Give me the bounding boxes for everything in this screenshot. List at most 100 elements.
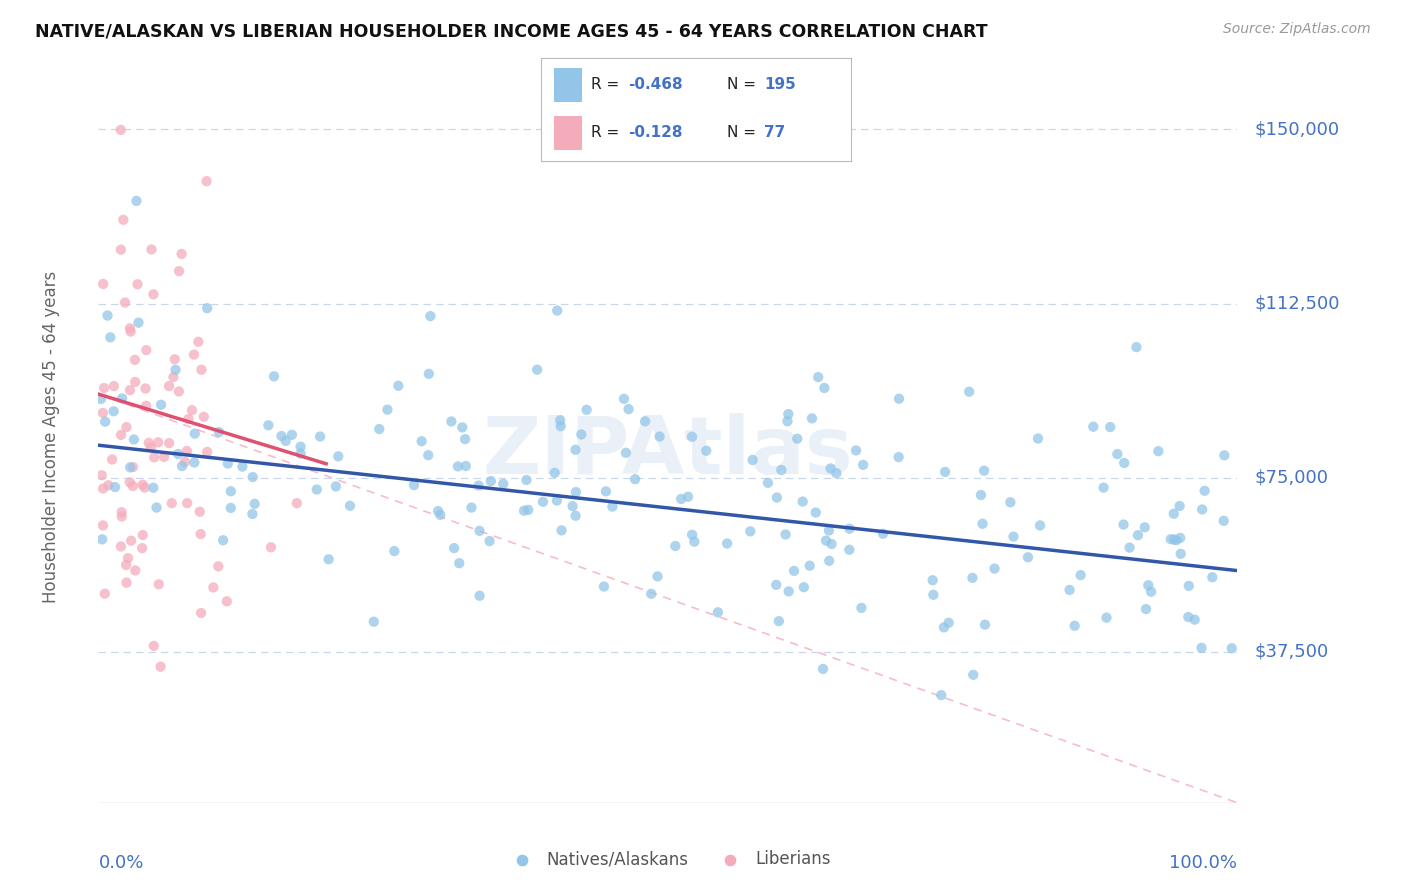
Point xyxy=(1160,532,1182,546)
Point xyxy=(1092,481,1115,495)
Legend: Natives/Alaskans, Liberians: Natives/Alaskans, Liberians xyxy=(498,844,838,875)
Point xyxy=(468,589,491,603)
Text: 195: 195 xyxy=(763,77,796,92)
Point xyxy=(526,362,548,376)
Point xyxy=(165,363,187,377)
Point xyxy=(1002,530,1025,544)
Point xyxy=(242,507,264,521)
Point xyxy=(219,500,242,515)
Point xyxy=(118,321,141,335)
Point xyxy=(647,569,669,583)
Point xyxy=(683,534,706,549)
Point xyxy=(765,578,787,592)
Point xyxy=(460,500,482,515)
Point xyxy=(818,554,841,568)
Point xyxy=(467,478,489,492)
Text: $112,500: $112,500 xyxy=(1254,294,1340,312)
Text: $150,000: $150,000 xyxy=(1254,120,1340,138)
Point xyxy=(970,488,993,502)
Point xyxy=(195,445,218,459)
Point xyxy=(1114,456,1136,470)
Point xyxy=(195,174,218,188)
Point xyxy=(786,432,808,446)
Point xyxy=(318,552,340,566)
Point xyxy=(149,659,172,673)
Point xyxy=(695,443,717,458)
Point xyxy=(707,605,730,619)
Point xyxy=(160,496,183,510)
Point xyxy=(664,539,686,553)
Point xyxy=(776,414,799,428)
Text: -0.468: -0.468 xyxy=(628,77,682,92)
Text: ZIPAtlas: ZIPAtlas xyxy=(482,413,853,491)
Point xyxy=(595,484,617,499)
Point xyxy=(125,194,148,208)
Point xyxy=(1213,448,1236,462)
Bar xyxy=(554,69,582,102)
Point xyxy=(110,243,132,257)
Point xyxy=(368,422,391,436)
Point xyxy=(231,459,253,474)
Point xyxy=(153,450,176,464)
Point xyxy=(163,352,186,367)
Point xyxy=(932,620,955,634)
Point xyxy=(1178,579,1201,593)
Point xyxy=(111,509,134,524)
Point xyxy=(838,522,860,536)
Point xyxy=(1095,610,1118,624)
Point xyxy=(1137,578,1160,592)
Point xyxy=(792,494,814,508)
Point xyxy=(215,594,238,608)
Point xyxy=(974,617,997,632)
Point xyxy=(1070,568,1092,582)
Point xyxy=(134,481,156,495)
Point xyxy=(195,301,218,316)
Point xyxy=(90,468,112,483)
Point xyxy=(181,403,204,417)
Point xyxy=(243,497,266,511)
Point xyxy=(176,496,198,510)
Point xyxy=(775,527,797,541)
Point xyxy=(820,461,842,475)
Point xyxy=(1191,502,1213,516)
Point xyxy=(124,352,146,367)
Point xyxy=(778,584,800,599)
Point xyxy=(363,615,385,629)
Point xyxy=(1083,419,1105,434)
Point xyxy=(142,639,165,653)
Point xyxy=(1059,582,1081,597)
Point xyxy=(851,600,873,615)
Point xyxy=(454,432,477,446)
Point xyxy=(117,551,139,566)
Point xyxy=(139,441,162,455)
Point xyxy=(564,442,586,457)
Point xyxy=(531,495,554,509)
Point xyxy=(143,450,166,465)
Point xyxy=(103,404,125,418)
Point xyxy=(122,433,145,447)
Point xyxy=(127,277,149,292)
Point xyxy=(167,447,190,461)
Point xyxy=(135,399,157,413)
Point xyxy=(550,524,572,538)
Point xyxy=(115,420,138,434)
Point xyxy=(339,499,361,513)
Point xyxy=(142,287,165,301)
Point xyxy=(377,402,399,417)
Point xyxy=(274,434,297,448)
Point xyxy=(207,559,229,574)
Point xyxy=(1147,444,1170,458)
Point xyxy=(183,348,205,362)
Point xyxy=(614,446,637,460)
Point xyxy=(716,536,738,550)
Point xyxy=(546,303,568,318)
Point xyxy=(820,537,842,551)
Point xyxy=(132,528,155,542)
Point xyxy=(1212,514,1234,528)
Point xyxy=(1177,610,1199,624)
Point xyxy=(852,458,875,472)
Point xyxy=(492,476,515,491)
Point xyxy=(208,425,231,439)
Text: R =: R = xyxy=(591,126,624,140)
Point xyxy=(157,436,180,450)
